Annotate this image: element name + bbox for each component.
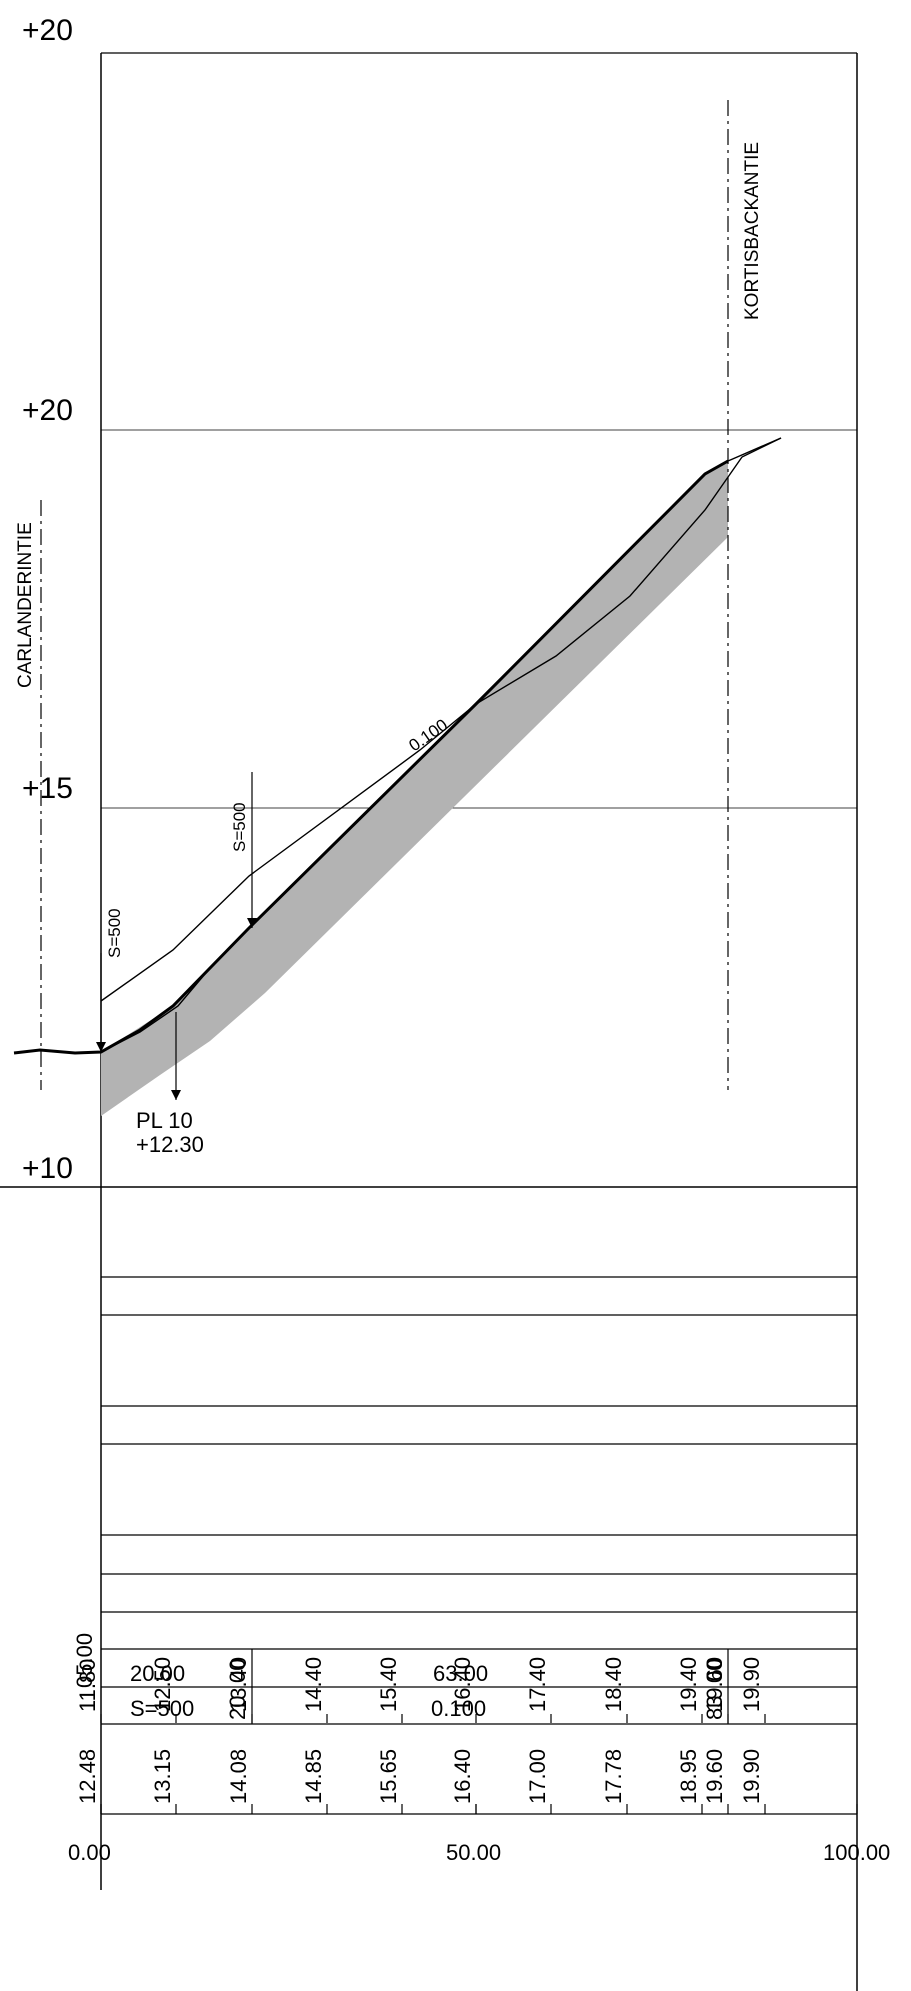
design-elevation-label: 11.80 <box>75 1659 100 1712</box>
grade-pt2-label: 83 <box>702 1696 727 1720</box>
ground-elevation-label: 19.90 <box>739 1749 764 1804</box>
vc-left-arrowhead <box>96 1042 106 1052</box>
grade-value-label: 0.100 <box>431 1696 486 1721</box>
design-elevation-label: 18.40 <box>601 1657 626 1712</box>
pl-arrowhead <box>171 1090 181 1100</box>
grade-pt1-label: 20 <box>225 1696 250 1720</box>
design-elevation-label: 15.40 <box>376 1657 401 1712</box>
design-profile-line <box>13 459 729 1055</box>
station-ticks <box>100 1804 858 1814</box>
elevation-label-20: +20 <box>22 394 73 427</box>
design-elevation-label: 14.40 <box>301 1657 326 1712</box>
station-label-end: 100.00 <box>823 1840 890 1865</box>
right-tie-line <box>727 437 782 462</box>
grade-line <box>100 703 477 1002</box>
left-reference-label: CARLANDERINTIE <box>15 522 36 688</box>
length-seg1-label: 20.00 <box>130 1661 185 1686</box>
ground-elevation-label: 14.08 <box>226 1749 251 1804</box>
ground-elevation-label: 14.85 <box>301 1749 326 1804</box>
elevation-label-10: +10 <box>22 1152 73 1185</box>
design-elevation-label: 12.50 <box>150 1657 175 1712</box>
length-start-label: 05.00 <box>72 1633 97 1688</box>
ground-elevation-label: 19.60 <box>702 1749 727 1804</box>
elevation-label-top: +20 <box>22 14 73 47</box>
right-reference-label: KORTISBACKANTIE <box>742 142 763 320</box>
design-elevation-label: 13.40 <box>226 1657 251 1712</box>
design-elevation-label: 17.40 <box>525 1657 550 1712</box>
design-elevations: 11.80 12.50 13.40 14.40 15.40 16.40 17.40 18.40… <box>75 1657 766 1723</box>
design-elevation-label: 19.60 <box>702 1657 727 1712</box>
pl-label-line1: PL 10 <box>136 1108 193 1133</box>
length-tick2-label: 00 <box>702 1659 727 1683</box>
cut-area <box>101 461 728 1116</box>
pl-label-line2: +12.30 <box>136 1132 204 1157</box>
ground-elevation-label: 17.78 <box>601 1749 626 1804</box>
curve-label: S=500 <box>130 1696 194 1721</box>
vc-right-arrowhead <box>247 918 257 928</box>
station-label-start: 0.00 <box>68 1840 111 1865</box>
vc-left-label: S=500 <box>105 908 124 958</box>
design-elevation-label: 19.40 <box>676 1657 701 1712</box>
ground-elevation-label: 13.15 <box>150 1749 175 1804</box>
ground-elevation-label: 17.00 <box>525 1749 550 1804</box>
ground-elevation-label: 18.95 <box>676 1749 701 1804</box>
elevation-label-15: +15 <box>22 772 73 805</box>
ground-elevation-label: 15.65 <box>376 1749 401 1804</box>
ground-elevation-label: 12.48 <box>75 1749 100 1804</box>
vc-right-label: S=500 <box>230 802 249 852</box>
length-seg2-label: 63.00 <box>433 1661 488 1686</box>
length-tick1-label: 00 <box>225 1659 250 1683</box>
table-dividers <box>251 1649 729 1724</box>
ground-elevations: 12.48 13.15 14.08 14.85 15.65 16.40 17.00 17.78… <box>75 1749 766 1814</box>
band-lines <box>101 1276 857 1815</box>
design-elevation-label: 16.40 <box>450 1657 475 1712</box>
ground-elevation-label: 16.40 <box>450 1749 475 1804</box>
design-elevation-label: 19.90 <box>739 1657 764 1712</box>
station-label-mid: 50.00 <box>446 1840 501 1865</box>
